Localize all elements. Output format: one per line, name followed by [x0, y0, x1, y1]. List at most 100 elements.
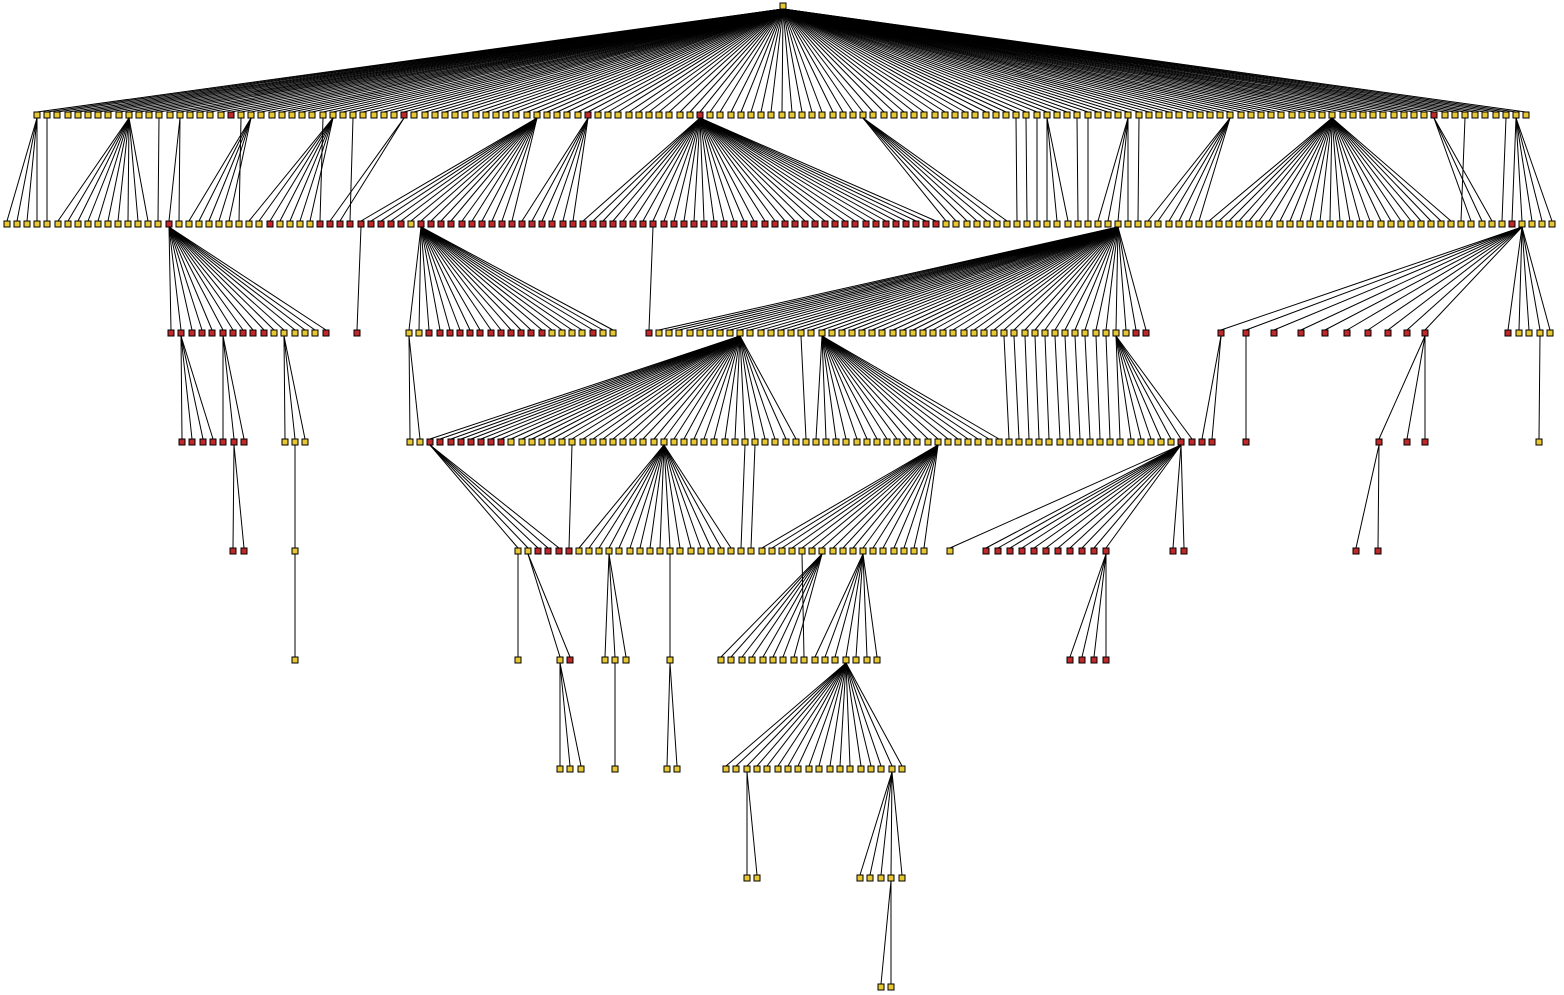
tree-node[interactable] — [594, 111, 602, 119]
tree-node[interactable] — [1102, 329, 1110, 337]
tree-node[interactable] — [176, 111, 184, 119]
tree-node[interactable] — [1076, 438, 1084, 446]
tree-node[interactable] — [822, 438, 830, 446]
tree-node[interactable] — [761, 438, 769, 446]
tree-node[interactable] — [1481, 111, 1489, 119]
tree-node-highlight[interactable] — [316, 220, 324, 228]
tree-node[interactable] — [215, 220, 223, 228]
tree-node[interactable] — [1061, 329, 1069, 337]
tree-node-highlight[interactable] — [353, 329, 361, 337]
tree-node-highlight[interactable] — [219, 329, 227, 337]
tree-node[interactable] — [873, 438, 881, 446]
tree-node[interactable] — [974, 438, 982, 446]
tree-node[interactable] — [676, 547, 684, 555]
tree-node[interactable] — [995, 438, 1003, 446]
tree-node[interactable] — [1346, 220, 1354, 228]
tree-node[interactable] — [1185, 220, 1193, 228]
tree-node-highlight[interactable] — [932, 220, 940, 228]
tree-node[interactable] — [286, 220, 294, 228]
tree-node[interactable] — [281, 438, 289, 446]
tree-node[interactable] — [1528, 220, 1536, 228]
tree-node[interactable] — [589, 438, 597, 446]
tree-node[interactable] — [64, 111, 72, 119]
tree-node[interactable] — [482, 111, 490, 119]
tree-node[interactable] — [1031, 329, 1039, 337]
tree-node-highlight[interactable] — [1169, 547, 1177, 555]
tree-node[interactable] — [1045, 438, 1053, 446]
tree-node[interactable] — [575, 547, 583, 555]
tree-node[interactable] — [1010, 329, 1018, 337]
tree-node[interactable] — [759, 656, 767, 664]
tree-node-highlight[interactable] — [831, 220, 839, 228]
tree-node[interactable] — [727, 656, 735, 664]
tree-node[interactable] — [1298, 111, 1306, 119]
tree-node[interactable] — [349, 111, 357, 119]
tree-node[interactable] — [731, 438, 739, 446]
tree-node-highlight[interactable] — [882, 220, 890, 228]
tree-node[interactable] — [54, 220, 62, 228]
tree-node[interactable] — [1461, 111, 1469, 119]
tree-node-highlight[interactable] — [417, 220, 425, 228]
tree-node[interactable] — [523, 111, 531, 119]
tree-node-highlight[interactable] — [579, 220, 587, 228]
tree-node-highlight[interactable] — [240, 547, 248, 555]
tree-node[interactable] — [1215, 220, 1223, 228]
tree-node[interactable] — [980, 329, 988, 337]
tree-node[interactable] — [743, 874, 751, 882]
tree-node[interactable] — [727, 547, 735, 555]
tree-node-highlight[interactable] — [1090, 547, 1098, 555]
tree-node[interactable] — [782, 438, 790, 446]
tree-node-highlight[interactable] — [1364, 329, 1372, 337]
tree-node[interactable] — [306, 220, 314, 228]
tree-node[interactable] — [706, 111, 714, 119]
tree-node[interactable] — [291, 329, 299, 337]
tree-node[interactable] — [94, 220, 102, 228]
tree-node[interactable] — [743, 765, 751, 773]
tree-node-highlight[interactable] — [397, 220, 405, 228]
tree-node[interactable] — [1235, 220, 1243, 228]
tree-node-highlight[interactable] — [488, 220, 496, 228]
tree-node[interactable] — [666, 547, 674, 555]
tree-node[interactable] — [673, 765, 681, 773]
tree-node[interactable] — [686, 111, 694, 119]
tree-node-highlight[interactable] — [467, 438, 475, 446]
tree-node-highlight[interactable] — [478, 220, 486, 228]
tree-node-highlight[interactable] — [1188, 438, 1196, 446]
tree-node[interactable] — [839, 547, 847, 555]
tree-node[interactable] — [599, 438, 607, 446]
tree-node[interactable] — [1417, 220, 1425, 228]
tree-node[interactable] — [660, 438, 668, 446]
tree-node[interactable] — [1306, 220, 1314, 228]
tree-node-highlight[interactable] — [527, 329, 535, 337]
tree-node[interactable] — [646, 547, 654, 555]
tree-node[interactable] — [1021, 329, 1029, 337]
tree-node[interactable] — [832, 438, 840, 446]
tree-node[interactable] — [405, 329, 413, 337]
tree-node[interactable] — [1328, 111, 1336, 119]
tree-node[interactable] — [1400, 111, 1408, 119]
tree-node[interactable] — [524, 547, 532, 555]
tree-node[interactable] — [767, 329, 775, 337]
tree-node[interactable] — [656, 547, 664, 555]
tree-node-highlight[interactable] — [1066, 656, 1074, 664]
tree-node[interactable] — [1137, 438, 1145, 446]
tree-node[interactable] — [666, 656, 674, 664]
tree-node[interactable] — [635, 111, 643, 119]
tree-node[interactable] — [748, 656, 756, 664]
tree-node[interactable] — [774, 765, 782, 773]
tree-node[interactable] — [245, 220, 253, 228]
tree-node[interactable] — [788, 111, 796, 119]
tree-node[interactable] — [645, 111, 653, 119]
tree-node[interactable] — [939, 329, 947, 337]
tree-node[interactable] — [195, 220, 203, 228]
tree-node[interactable] — [849, 111, 857, 119]
tree-node[interactable] — [1013, 220, 1021, 228]
tree-node[interactable] — [665, 111, 673, 119]
tree-node[interactable] — [125, 111, 133, 119]
tree-node[interactable] — [410, 111, 418, 119]
tree-node-highlight[interactable] — [1102, 656, 1110, 664]
tree-node[interactable] — [877, 983, 885, 991]
tree-node[interactable] — [1145, 111, 1153, 119]
tree-node-highlight[interactable] — [400, 111, 408, 119]
tree-node-highlight[interactable] — [322, 329, 330, 337]
